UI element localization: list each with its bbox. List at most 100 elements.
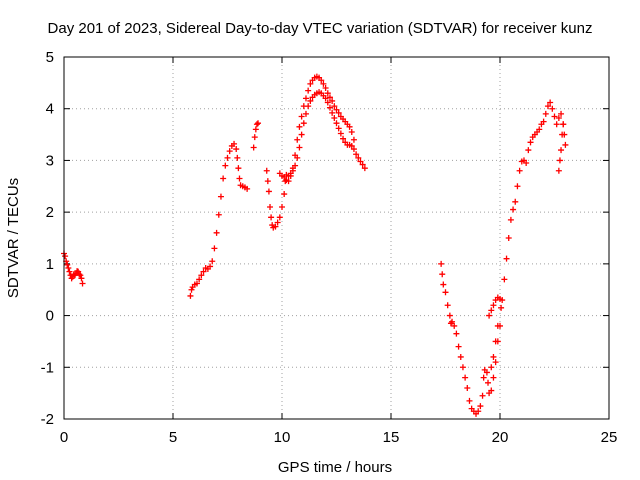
data-point (490, 353, 497, 360)
data-point (213, 229, 220, 236)
data-point (62, 253, 69, 260)
data-point (480, 374, 487, 381)
data-point (253, 121, 260, 128)
data-point (340, 135, 347, 142)
data-point (497, 296, 503, 303)
data-point (512, 198, 519, 205)
data-point (272, 223, 279, 230)
y-tick-label: -2 (41, 411, 54, 428)
data-point (333, 106, 340, 113)
data-point (335, 125, 342, 132)
data-point (234, 154, 241, 161)
data-point (236, 175, 243, 182)
data-point (453, 330, 460, 337)
data-point (333, 120, 340, 127)
x-tick-label: 10 (274, 429, 291, 446)
data-point (492, 359, 499, 366)
data-point (65, 264, 72, 271)
data-point (488, 307, 495, 314)
data-point (285, 178, 292, 185)
data-point (298, 113, 305, 120)
data-point (77, 272, 84, 279)
data-point (442, 289, 449, 296)
data-point (501, 276, 508, 283)
data-point (200, 268, 207, 275)
data-point (559, 131, 566, 138)
x-axis-label: GPS time / hours (278, 459, 392, 476)
data-point (198, 272, 205, 279)
data-point (226, 148, 233, 155)
data-point (289, 165, 296, 172)
data-point (207, 263, 214, 270)
data-point (211, 245, 218, 252)
data-point (337, 130, 344, 137)
data-point (292, 152, 299, 159)
data-point (78, 275, 85, 282)
data-point (66, 268, 73, 275)
data-point (514, 183, 521, 190)
data-point (459, 364, 466, 371)
data-point (507, 216, 514, 223)
data-point (348, 128, 355, 135)
data-point (440, 281, 447, 288)
data-point (490, 302, 497, 309)
data-point (250, 144, 257, 151)
data-point (536, 126, 543, 133)
data-point (329, 109, 336, 116)
data-point (503, 255, 510, 262)
data-point (455, 343, 462, 350)
data-point (449, 318, 456, 325)
data-point (494, 322, 501, 329)
data-point (464, 384, 471, 391)
data-points (61, 73, 569, 417)
data-point (76, 271, 83, 278)
data-point (294, 136, 301, 143)
data-point (438, 260, 445, 267)
data-point (217, 193, 224, 200)
data-point (542, 110, 549, 117)
data-point (193, 280, 200, 287)
data-point (267, 203, 274, 210)
data-point (268, 214, 275, 221)
data-point (296, 123, 303, 130)
data-point (551, 113, 558, 120)
data-point (305, 87, 312, 94)
x-tick-label: 25 (601, 429, 618, 446)
data-point (300, 103, 307, 110)
y-tick-label: 0 (46, 308, 54, 325)
y-tick-label: 4 (46, 101, 54, 118)
data-point (488, 387, 495, 394)
data-point (255, 120, 262, 127)
data-point (265, 188, 272, 195)
data-point (263, 167, 270, 174)
data-point (353, 151, 360, 158)
data-point (215, 211, 222, 218)
data-point (279, 203, 285, 210)
data-point (326, 104, 333, 111)
data-point (451, 322, 458, 329)
y-tick-label: 3 (46, 152, 54, 169)
plot-frame (63, 56, 610, 420)
data-point (187, 292, 194, 299)
data-point (359, 161, 366, 168)
data-point (466, 397, 473, 404)
data-point (302, 95, 309, 102)
data-point (488, 364, 495, 371)
data-point (547, 99, 554, 106)
data-point (527, 139, 534, 146)
data-point (302, 110, 309, 117)
y-axis-label: SDTVAR / TECUs (5, 178, 22, 298)
data-point (324, 90, 331, 97)
data-point (322, 85, 329, 92)
data-point (296, 144, 303, 151)
data-point (355, 154, 362, 161)
data-point (307, 97, 314, 104)
data-point (224, 154, 231, 161)
data-point (329, 97, 336, 104)
data-point (348, 142, 355, 149)
data-point (357, 158, 364, 165)
chart-title: Day 201 of 2023, Sidereal Day-to-day VTE… (48, 20, 593, 37)
data-point (555, 115, 562, 122)
data-point (446, 312, 453, 319)
